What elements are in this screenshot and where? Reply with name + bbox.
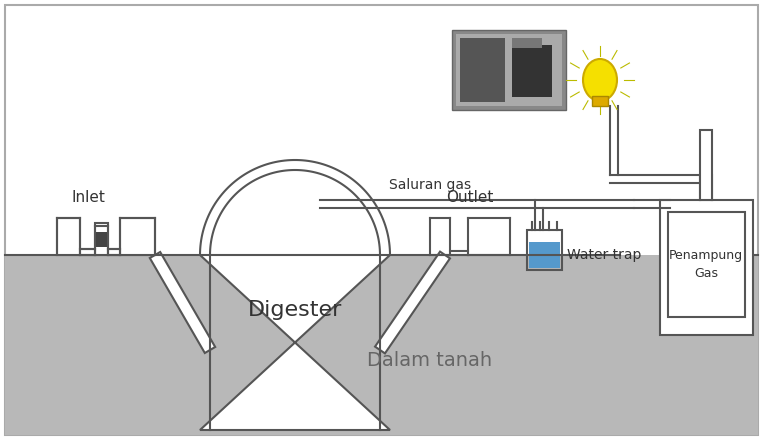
Bar (57, 218, 80, 255)
Text: Water trap: Water trap (567, 248, 642, 262)
Bar (592, 96, 608, 106)
Text: Penampung
Gas: Penampung Gas (669, 249, 743, 279)
Bar (700, 130, 712, 200)
Text: Digester: Digester (248, 300, 342, 320)
Polygon shape (375, 252, 450, 353)
Bar (512, 38, 542, 48)
Bar (668, 212, 745, 317)
Text: Saluran gas: Saluran gas (389, 178, 471, 192)
Polygon shape (150, 252, 215, 353)
Bar (460, 38, 505, 102)
Polygon shape (200, 160, 390, 430)
Bar (452, 30, 566, 110)
Bar (108, 249, 120, 255)
Text: Inlet: Inlet (71, 190, 105, 205)
Bar (5, 255, 758, 435)
Bar (456, 34, 562, 106)
Ellipse shape (583, 59, 617, 101)
Bar (512, 45, 552, 97)
Bar (660, 267, 753, 334)
Text: Dalam tanah: Dalam tanah (368, 351, 493, 370)
Bar (96, 232, 107, 247)
Bar (660, 200, 753, 335)
Bar (120, 218, 155, 255)
Text: Outlet: Outlet (446, 190, 494, 205)
Bar (529, 242, 560, 268)
Bar (95, 223, 108, 255)
Bar (80, 249, 95, 255)
Bar (527, 230, 562, 270)
